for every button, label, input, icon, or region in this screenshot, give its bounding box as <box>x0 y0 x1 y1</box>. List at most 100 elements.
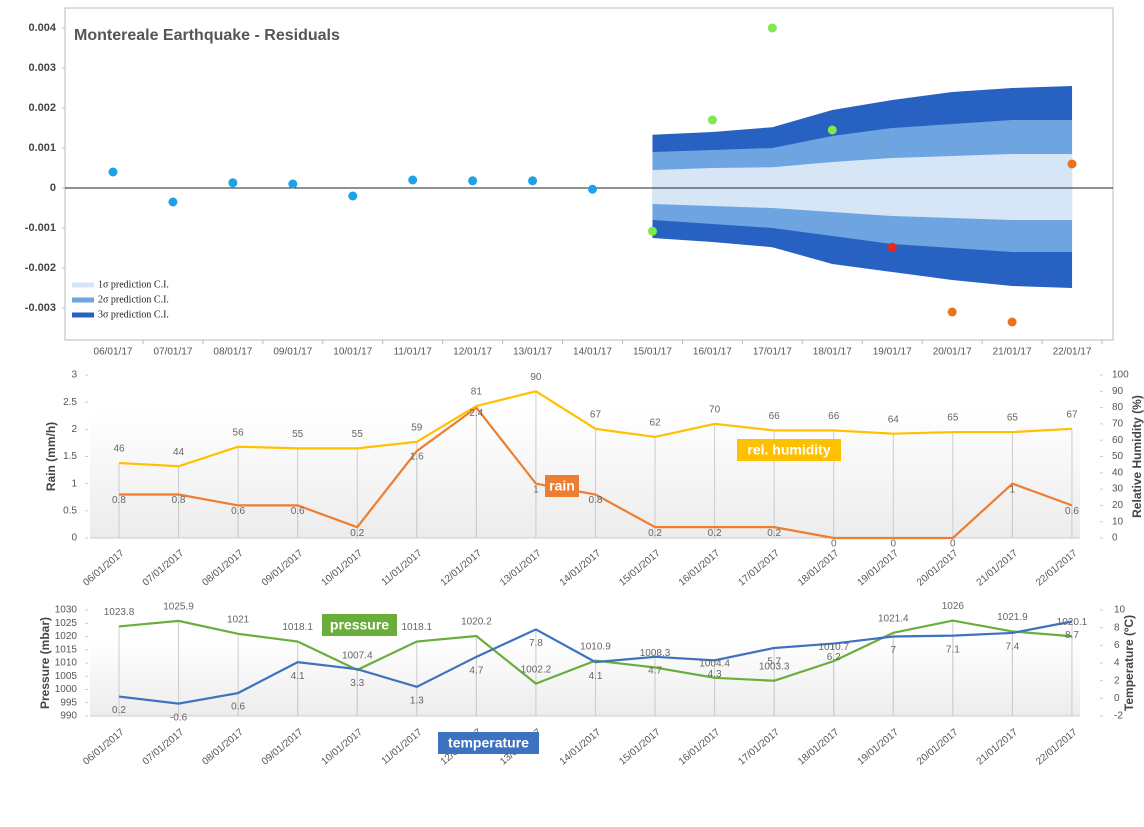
data-label: 1026 <box>942 601 965 612</box>
data-point <box>1007 317 1017 327</box>
data-point <box>108 167 118 177</box>
data-label: 7.1 <box>946 644 960 655</box>
chart-title: Montereale Earthquake - Residuals <box>74 27 340 44</box>
y2-axis-label: Temperature (ºC) <box>1122 615 1136 711</box>
data-point <box>707 115 717 125</box>
data-label: 67 <box>590 409 602 420</box>
y-tick-label: 1 <box>71 478 77 489</box>
y-tick-label: 1030 <box>55 605 78 616</box>
data-point <box>288 179 298 189</box>
data-label: 3.3 <box>350 678 364 689</box>
x-tick-label: 08/01/2017 <box>200 727 246 768</box>
y-tick-label: -0.002 <box>25 262 56 274</box>
series-label-box <box>737 439 841 461</box>
x-tick-label: 06/01/2017 <box>81 727 127 768</box>
x-tick-label: 20/01/17 <box>933 347 972 358</box>
y2-tick-label: 100 <box>1112 370 1129 381</box>
data-label: 59 <box>411 422 423 433</box>
y-tick-label: 990 <box>60 711 77 722</box>
x-tick-label: 20/01/2017 <box>915 548 961 589</box>
data-label: 56 <box>233 427 245 438</box>
y2-axis-label: Relative Humidity (%) <box>1130 395 1144 518</box>
legend-label: 2σ prediction C.I. <box>98 294 169 305</box>
y2-tick-label: 60 <box>1112 435 1124 446</box>
x-tick-label: 12/01/2017 <box>439 548 485 589</box>
y2-tick-label: 40 <box>1112 467 1124 478</box>
data-label: 5.7 <box>767 657 781 668</box>
x-tick-label: 19/01/2017 <box>855 727 901 768</box>
x-tick-label: 17/01/2017 <box>736 727 782 768</box>
data-point <box>947 307 957 317</box>
y-tick-label: -0.001 <box>25 222 56 234</box>
data-line <box>118 390 1073 468</box>
y-tick-label: 1005 <box>55 671 78 682</box>
x-tick-label: 07/01/2017 <box>141 727 187 768</box>
x-tick-label: 21/01/17 <box>993 347 1032 358</box>
data-label: 0.8 <box>112 495 126 506</box>
y-tick-label: 0.004 <box>28 22 56 34</box>
x-tick-label: 18/01/17 <box>813 347 852 358</box>
y2-tick-label: 10 <box>1114 605 1126 616</box>
data-label: 1025.9 <box>163 602 194 613</box>
y-tick-label: 0.002 <box>28 102 56 114</box>
y2-tick-label: -2 <box>1114 711 1123 722</box>
data-label: 1003.3 <box>759 661 790 672</box>
y2-tick-label: 8 <box>1114 622 1120 633</box>
data-point <box>827 125 837 135</box>
confidence-band <box>652 154 1073 220</box>
y-tick-label: 0.5 <box>63 505 77 516</box>
data-label: 1021.9 <box>997 612 1028 623</box>
series-label: rain <box>549 478 575 494</box>
data-line <box>119 406 1073 540</box>
y-tick-label: 2.5 <box>63 397 77 408</box>
y-tick-label: -0.003 <box>25 302 56 314</box>
data-label: 2.4 <box>469 408 483 419</box>
x-tick-label: 08/01/2017 <box>200 548 246 589</box>
data-point <box>228 178 238 188</box>
y2-tick-label: 6 <box>1114 640 1120 651</box>
x-tick-label: 11/01/2017 <box>380 548 425 588</box>
x-tick-label: 06/01/17 <box>94 347 133 358</box>
x-tick-label: 22/01/2017 <box>1034 548 1080 589</box>
data-label: 1023.8 <box>104 607 135 618</box>
data-label: 1010.9 <box>580 641 611 652</box>
data-label: 4.7 <box>648 665 662 676</box>
data-label: 4.1 <box>291 671 305 682</box>
legend-swatch <box>72 312 94 318</box>
y-tick-label: 0.003 <box>28 62 56 74</box>
data-label: 0.6 <box>231 506 245 517</box>
x-tick-label: 15/01/2017 <box>617 727 663 768</box>
plot-background <box>90 410 1080 538</box>
data-label: 1 <box>1010 484 1016 495</box>
data-label: 55 <box>352 429 364 440</box>
y-axis-label: Rain (mm/h) <box>44 422 58 491</box>
y-tick-label: 1015 <box>55 644 78 655</box>
data-label: 0.6 <box>291 506 305 517</box>
data-line <box>118 619 1073 685</box>
x-tick-label: 14/01/17 <box>573 347 612 358</box>
x-tick-label: 14/01/2017 <box>558 548 604 589</box>
data-label: 7.4 <box>1005 642 1019 653</box>
data-point <box>887 242 897 252</box>
x-tick-label: 18/01/2017 <box>796 548 842 589</box>
series-label-box <box>438 732 539 754</box>
x-tick-label: 16/01/2017 <box>677 727 723 768</box>
x-tick-label: 10/01/17 <box>333 347 372 358</box>
y-axis-label: Pressure (mbar) <box>38 617 52 709</box>
data-label: -0.6 <box>170 712 188 723</box>
y-tick-label: 1010 <box>55 658 78 669</box>
data-label: 66 <box>828 411 840 422</box>
data-label: 81 <box>471 387 483 398</box>
x-tick-label: 11/01/17 <box>394 347 433 358</box>
x-tick-label: 19/01/2017 <box>855 548 901 589</box>
data-label: 67 <box>1066 409 1078 420</box>
data-label: 0.8 <box>589 495 603 506</box>
legend-label: 3σ prediction C.I. <box>98 309 169 320</box>
legend-swatch <box>72 297 94 303</box>
y2-tick-label: 80 <box>1112 402 1124 413</box>
x-tick-label: 21/01/2017 <box>975 727 1021 768</box>
data-label: 55 <box>292 429 304 440</box>
y-tick-label: 0.001 <box>28 142 56 154</box>
data-label: 64 <box>888 414 900 425</box>
